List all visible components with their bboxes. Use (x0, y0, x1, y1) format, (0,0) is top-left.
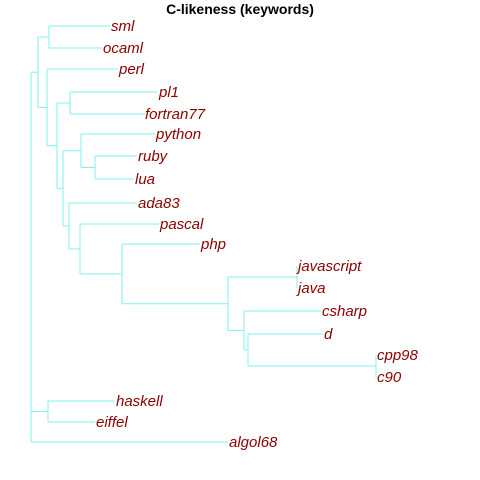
leaf-label-php: php (200, 236, 226, 253)
dendrogram-branches (30, 25, 377, 443)
leaf-label-csharp: csharp (322, 303, 367, 320)
dendrogram-leaf-labels: sml ocaml perl pl1 fortran77 python ruby lua ada… (96, 18, 419, 451)
leaf-label-pl1: pl1 (158, 84, 179, 101)
leaf-label-cpp98: cpp98 (377, 347, 419, 364)
chart-title: C-likeness (keywords) (166, 1, 314, 17)
leaf-label-eiffel: eiffel (96, 414, 128, 431)
leaf-label-haskell: haskell (116, 393, 163, 410)
leaf-label-javascript: javascript (296, 258, 362, 275)
leaf-label-fortran77: fortran77 (145, 106, 206, 123)
leaf-label-sml: sml (111, 18, 135, 35)
leaf-label-ocaml: ocaml (103, 40, 144, 57)
leaf-label-ruby: ruby (138, 148, 169, 165)
leaf-label-c90: c90 (377, 369, 402, 386)
leaf-label-python: python (155, 126, 201, 143)
leaf-label-d: d (324, 326, 333, 343)
leaf-label-pascal: pascal (159, 216, 204, 233)
leaf-label-perl: perl (118, 61, 145, 78)
leaf-label-ada83: ada83 (138, 195, 180, 212)
leaf-label-java: java (296, 280, 326, 297)
leaf-label-algol68: algol68 (229, 434, 278, 451)
leaf-label-lua: lua (135, 171, 155, 188)
